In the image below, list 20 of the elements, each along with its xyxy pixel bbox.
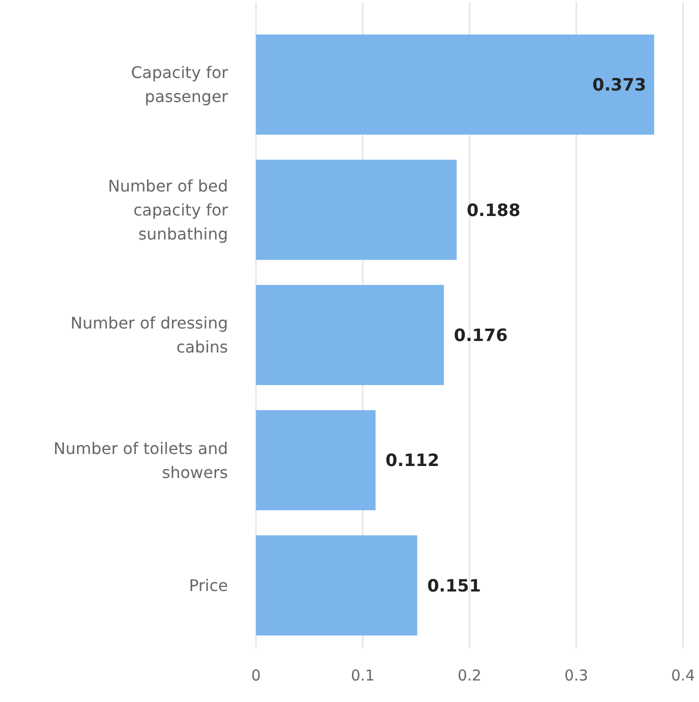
data-label: 0.151 bbox=[427, 576, 481, 596]
y-tick-label: Number of bed capacity for sunbathing bbox=[108, 176, 228, 244]
x-tick-label: 0.1 bbox=[350, 666, 375, 685]
data-label: 0.112 bbox=[386, 451, 440, 472]
x-tick-label: 0.3 bbox=[564, 666, 588, 685]
x-tick-label: 0 bbox=[251, 666, 261, 685]
bar bbox=[256, 160, 457, 260]
data-label: 0.373 bbox=[592, 76, 646, 96]
bar bbox=[256, 410, 376, 510]
y-tick-label: Number of dressing cabins bbox=[70, 314, 228, 357]
data-label: 0.176 bbox=[454, 326, 508, 346]
y-tick-label: Capacity for passenger bbox=[130, 63, 228, 106]
y-tick-label: Number of toilets and showers bbox=[54, 438, 228, 482]
bar bbox=[256, 535, 418, 636]
bar bbox=[256, 34, 654, 135]
data-label: 0.188 bbox=[466, 200, 520, 221]
y-tick-label: Price bbox=[188, 576, 228, 595]
x-tick-label: 0.4 bbox=[671, 666, 695, 685]
x-tick-label: 0.2 bbox=[458, 666, 482, 685]
bar bbox=[256, 284, 444, 386]
